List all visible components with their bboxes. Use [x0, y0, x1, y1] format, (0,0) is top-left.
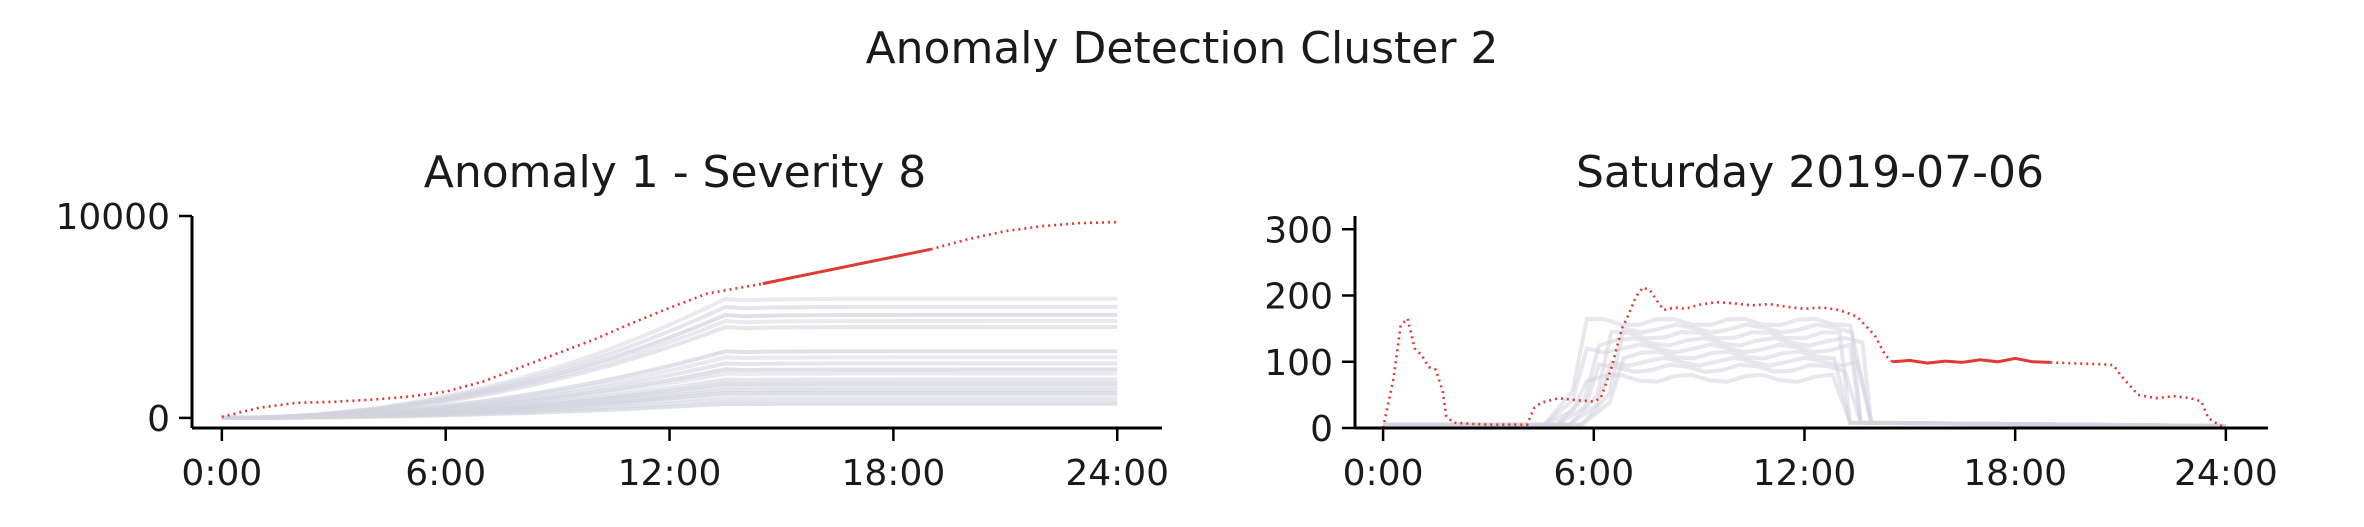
background-line — [1383, 322, 2226, 428]
highlight-solid-segment — [1892, 356, 2051, 365]
y-tick-label: 0 — [1310, 409, 1333, 450]
x-ticks-left: 0:00 6:00 12:00 18:00 24:00 — [181, 428, 1169, 494]
highlight-dotted-end — [930, 220, 1118, 251]
background-line — [1383, 342, 2226, 428]
background-line — [1383, 329, 2226, 428]
x-tick-label: 18:00 — [842, 453, 946, 494]
background-series-right — [1383, 316, 2226, 428]
x-tick-label: 18:00 — [1963, 453, 2067, 494]
chart-panel-left: Anomaly 1 - Severity 8 0:00 6:00 12:00 18:0… — [55, 147, 1169, 494]
highlight-series-right — [1381, 286, 2227, 430]
y-ticks-right: 0 100 200 300 — [1264, 210, 1355, 450]
background-line — [1383, 316, 2226, 428]
highlight-dotted-start — [1381, 286, 1894, 429]
highlight-series-left — [221, 220, 1118, 419]
highlight-solid-segment — [762, 247, 932, 286]
y-tick-label: 300 — [1264, 210, 1333, 251]
y-tick-label: 0 — [147, 399, 170, 440]
x-tick-label: 12:00 — [618, 453, 722, 494]
x-tick-label: 0:00 — [181, 453, 262, 494]
chart-title-left: Anomaly 1 - Severity 8 — [424, 147, 927, 198]
x-tick-label: 24:00 — [1065, 453, 1169, 494]
y-ticks-left: 0 10000 — [55, 197, 192, 440]
background-line — [1383, 362, 2226, 428]
background-line — [221, 401, 1118, 420]
x-tick-label: 24:00 — [2174, 453, 2278, 494]
y-tick-label: 100 — [1264, 343, 1333, 384]
background-line — [1383, 349, 2226, 428]
figure-suptitle: Anomaly Detection Cluster 2 — [866, 23, 1499, 74]
highlight-dotted-end — [2050, 361, 2227, 430]
chart-panel-right: Saturday 2019-07-06 0:00 6:00 12:00 18:00 24… — [1264, 147, 2277, 494]
x-tick-label: 6:00 — [405, 453, 486, 494]
background-line — [1383, 372, 2226, 428]
x-tick-label: 6:00 — [1553, 453, 1634, 494]
chart-title-right: Saturday 2019-07-06 — [1576, 147, 2044, 198]
x-tick-label: 0:00 — [1343, 453, 1424, 494]
x-ticks-right: 0:00 6:00 12:00 18:00 24:00 — [1343, 428, 2278, 494]
highlight-dotted-start — [221, 282, 764, 419]
y-tick-label: 10000 — [55, 197, 170, 238]
y-tick-label: 200 — [1264, 277, 1333, 318]
background-series-left — [221, 296, 1118, 420]
x-tick-label: 12:00 — [1753, 453, 1857, 494]
